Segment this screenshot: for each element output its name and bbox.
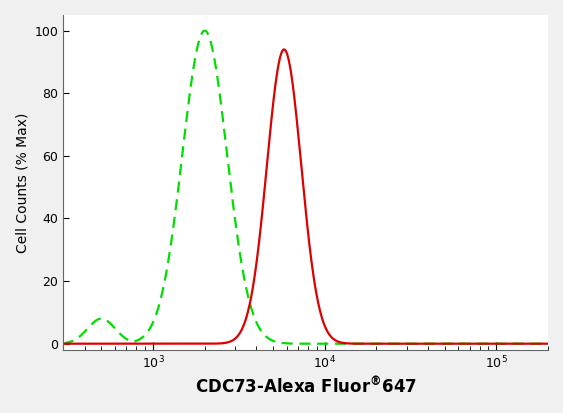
Y-axis label: Cell Counts (% Max): Cell Counts (% Max) — [15, 112, 29, 253]
X-axis label: CDC73-Alexa Fluor$^{\mathregular{\circledR}}$647: CDC73-Alexa Fluor$^{\mathregular{\circle… — [195, 377, 417, 398]
